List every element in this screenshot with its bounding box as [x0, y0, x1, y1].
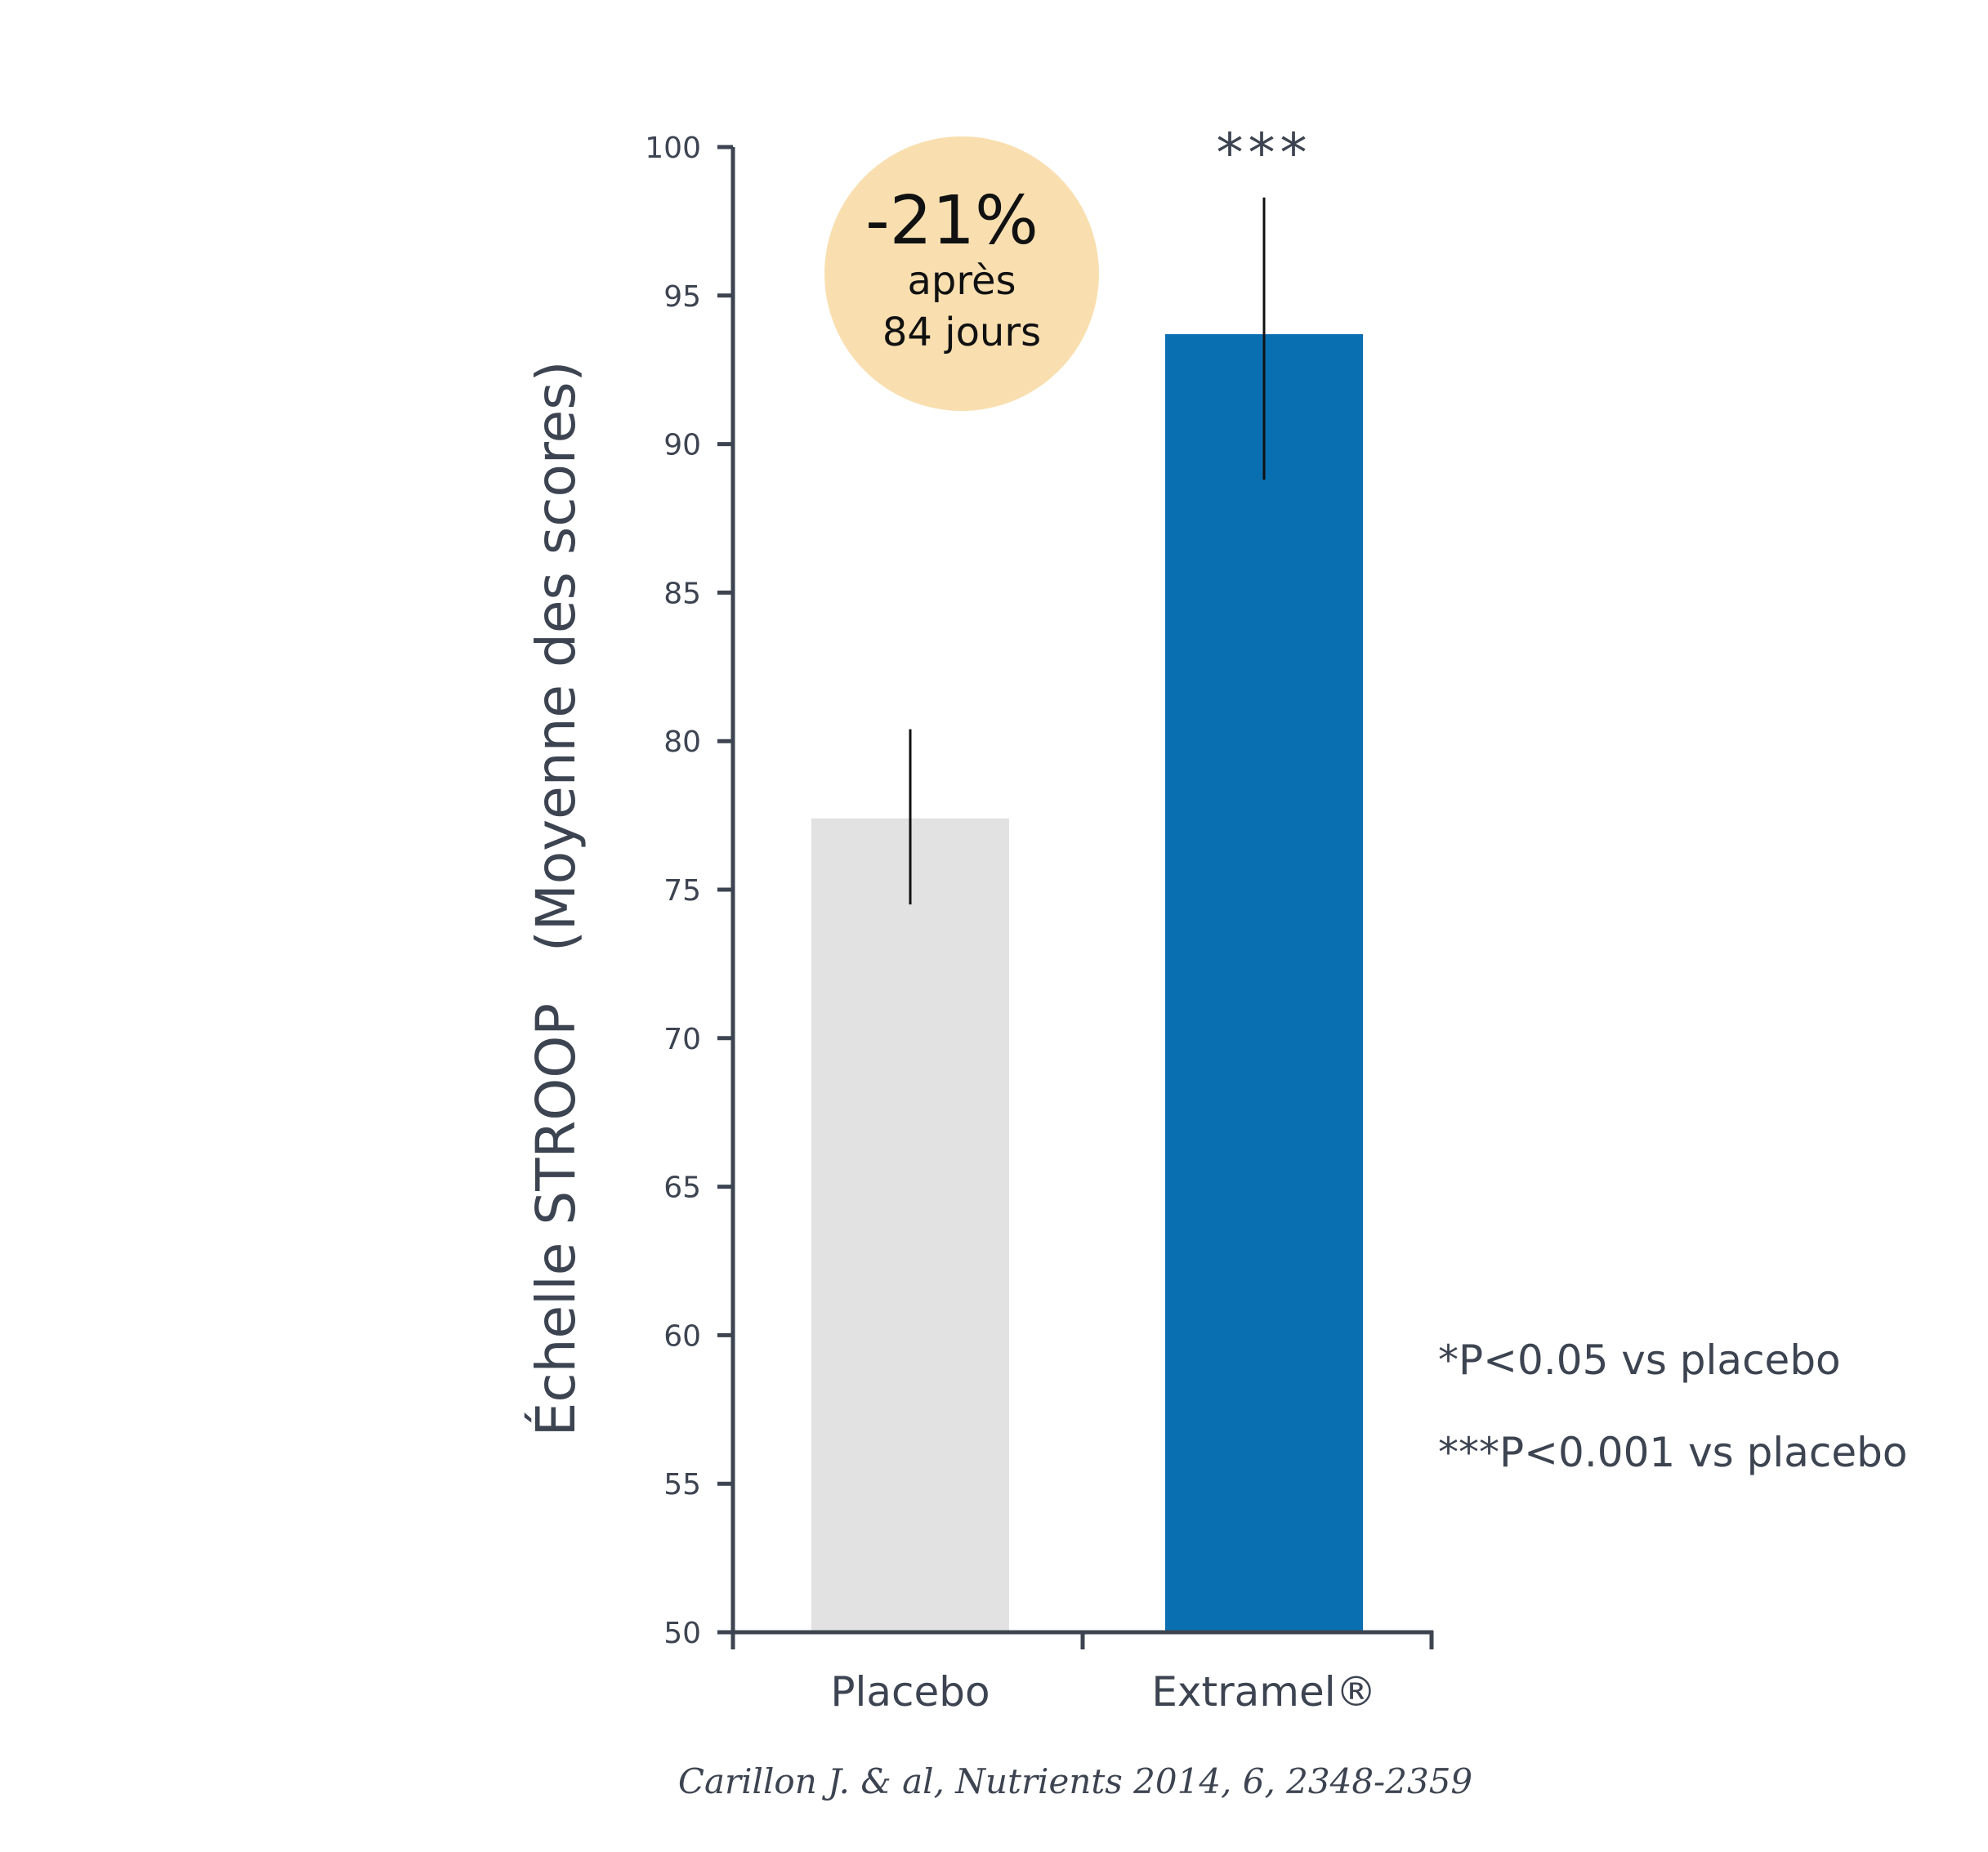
source-citation: Carillon J. & al, Nutrients 2014, 6, 234…: [678, 1761, 1472, 1801]
y-tick-label: 80: [663, 725, 701, 759]
y-axis-ticks: 50 55 60 65 70 75 80 85 90 95 100: [645, 132, 733, 1650]
category-label-placebo: Placebo: [830, 1668, 990, 1716]
bar-placebo: [811, 818, 1009, 1632]
badge-circle: [824, 136, 1099, 411]
note-p0001: ***P<0.001 vs placebo: [1438, 1429, 1907, 1476]
y-tick-label: 60: [663, 1319, 701, 1353]
bar-extramel: [1165, 334, 1363, 1632]
y-tick-label: 100: [645, 132, 701, 165]
badge-percentage: -21%: [865, 182, 1039, 260]
badge-line-2: 84 jours: [882, 310, 1041, 355]
y-tick-label: 55: [663, 1468, 701, 1502]
y-tick-label: 75: [663, 874, 701, 908]
reduction-badge: -21% après 84 jours: [824, 136, 1099, 411]
y-tick-label: 50: [663, 1617, 701, 1650]
y-tick-label: 65: [663, 1171, 701, 1205]
y-tick-label: 85: [663, 577, 701, 610]
significance-marker: ***: [1217, 122, 1312, 185]
error-bars: [909, 197, 1266, 905]
badge-line-1: après: [907, 258, 1016, 304]
note-p005: *P<0.05 vs placebo: [1438, 1337, 1841, 1384]
category-label-extramel: Extramel®: [1151, 1668, 1376, 1716]
y-tick-label: 95: [663, 280, 701, 314]
bars: [811, 334, 1363, 1632]
y-tick-label: 90: [663, 429, 701, 462]
y-axis-label: Échelle STROOP (Moyenne des scores): [524, 361, 587, 1437]
y-tick-label: 70: [663, 1023, 701, 1056]
